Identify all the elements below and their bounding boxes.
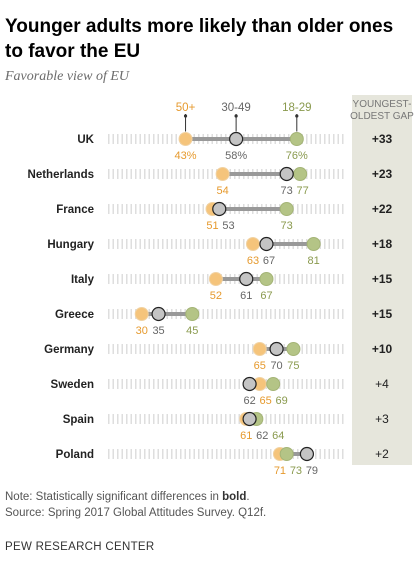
value-label-50-plus: 65: [254, 360, 266, 372]
dot-30-49: [242, 376, 257, 392]
gap-value: +4: [375, 377, 389, 391]
country-label: Germany: [44, 344, 94, 356]
gap-value: +3: [375, 412, 389, 426]
dot-30-49: [151, 306, 166, 322]
value-label-30-49: 79: [306, 465, 318, 475]
note-suffix: .: [246, 491, 250, 503]
value-label-18-29: 81: [308, 255, 320, 267]
dot-50-plus: [178, 132, 193, 146]
chart-title-line-2: to favor the EU: [5, 41, 141, 62]
chart-notes: Note: Statistically significant differen…: [5, 489, 266, 521]
value-label-50-plus: 63: [247, 255, 259, 267]
dot-30-49: [279, 166, 294, 182]
dot-plot-chart: YOUNGEST-OLDEST GAP 50+ 30-49 18-29 UK 43% 58%…: [28, 95, 414, 475]
dot-30-49: [269, 341, 284, 357]
country-label: Netherlands: [28, 169, 94, 181]
value-label-50-plus: 54: [217, 185, 229, 197]
gap-value: +2: [375, 447, 389, 461]
gap-value: +10: [372, 342, 393, 356]
legend-leader-dot-18-29: [295, 114, 299, 118]
source-text: Source: Spring 2017 Global Attitudes Sur…: [5, 507, 267, 519]
gap-value: +23: [372, 167, 393, 181]
gap-value: +15: [372, 272, 393, 286]
dot-30-49: [239, 271, 254, 287]
dot-18-29: [293, 167, 308, 181]
dot-18-29: [266, 377, 281, 391]
chart-title: Younger adults more likely than older on…: [5, 14, 405, 64]
value-label-30-49: 70: [270, 360, 282, 372]
value-label-50-plus: 65: [259, 395, 271, 407]
note-prefix: Note: Statistically significant differen…: [5, 491, 223, 503]
legend-label-50+: 50+: [176, 102, 196, 114]
value-label-18-29: 64: [272, 430, 284, 442]
gap-column-background: [352, 95, 412, 465]
country-label: Sweden: [51, 379, 94, 391]
country-label: Hungary: [47, 239, 94, 251]
value-label-30-49: 73: [281, 185, 293, 197]
country-label: Italy: [71, 274, 95, 286]
dot-18-29: [286, 342, 301, 356]
legend-label-30-49: 30-49: [221, 102, 250, 114]
dot-18-29: [279, 447, 294, 461]
legend-leader-dot-30-49: [234, 114, 238, 118]
value-label-30-49: 61: [240, 290, 252, 302]
brand-footer: PEW RESEARCH CENTER: [5, 541, 155, 553]
dot-30-49: [259, 236, 274, 252]
chart-title-line-1: Younger adults more likely than older on…: [5, 16, 394, 37]
gap-value: +22: [372, 202, 393, 216]
country-label: Spain: [63, 414, 94, 426]
value-label-18-29: 77: [297, 185, 309, 197]
dot-50-plus: [245, 237, 260, 251]
gap-value: +15: [372, 307, 393, 321]
note-bold: bold: [222, 491, 247, 503]
dot-18-29: [185, 307, 200, 321]
dot-50-plus: [134, 307, 149, 321]
value-label-30-49: 62: [243, 395, 255, 407]
country-label: Greece: [55, 309, 94, 321]
value-label-50-plus: 61: [240, 430, 252, 442]
dot-30-49: [242, 411, 257, 427]
note-text: Note: Statistically significant differen…: [5, 489, 266, 505]
dot-18-29: [279, 202, 294, 216]
dot-18-29: [259, 272, 274, 286]
gap-value: +33: [372, 132, 393, 146]
chart-subtitle: Favorable view of EU: [5, 69, 130, 84]
value-label-30-49: 53: [222, 220, 234, 232]
dot-18-29: [306, 237, 321, 251]
gap-header-line-1: YOUNGEST-: [353, 99, 412, 110]
dot-50-plus: [215, 167, 230, 181]
dot-50-plus: [208, 272, 223, 286]
legend-leader-dot-50+: [183, 114, 188, 118]
value-label-18-29: 73: [281, 220, 293, 232]
value-label-50-plus: 52: [210, 290, 222, 302]
dot-30-49: [299, 446, 315, 462]
dot-30-49: [229, 131, 244, 147]
gap-value: +18: [372, 237, 393, 251]
gap-header-line-2: OLDEST GAP: [350, 111, 414, 122]
value-label-50-plus: 71: [274, 465, 286, 475]
value-label-30-49: 35: [152, 325, 164, 337]
value-label-18-29: 76%: [286, 150, 308, 162]
country-label: UK: [77, 134, 94, 146]
value-label-18-29: 45: [186, 325, 198, 337]
value-label-18-29: 75: [287, 360, 299, 372]
value-label-18-29: 69: [275, 395, 287, 407]
value-label-30-49: 58%: [225, 150, 247, 162]
value-label-50-plus: 43%: [175, 150, 197, 162]
legend-label-18-29: 18-29: [282, 102, 311, 114]
value-label-30-49: 62: [256, 430, 268, 442]
value-label-18-29: 67: [260, 290, 272, 302]
country-label: Poland: [56, 449, 94, 461]
value-label-50-plus: 30: [136, 325, 148, 337]
country-label: France: [56, 204, 94, 216]
value-label-30-49: 67: [263, 255, 275, 267]
dot-30-49: [212, 201, 227, 217]
value-label-18-29: 73: [290, 465, 302, 475]
dot-18-29: [289, 132, 304, 146]
dot-50-plus: [252, 342, 267, 356]
value-label-50-plus: 51: [206, 220, 218, 232]
